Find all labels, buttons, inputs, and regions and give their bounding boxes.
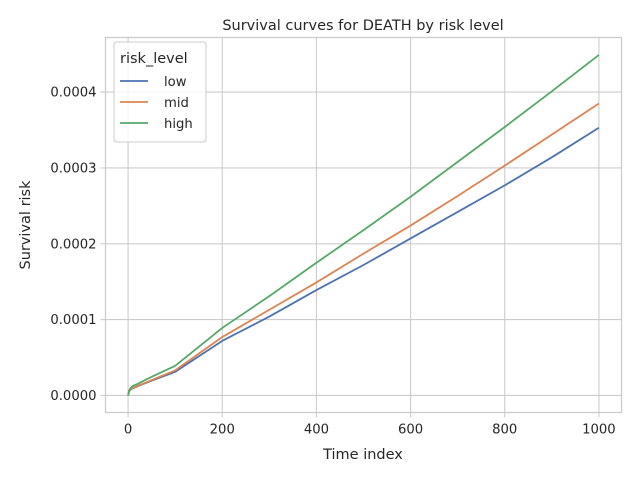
- x-tick-label: 800: [492, 423, 517, 438]
- x-tick-label: 1000: [582, 423, 616, 438]
- y-tick-label: 0.0001: [50, 313, 96, 328]
- legend-label-mid: mid: [164, 96, 189, 111]
- legend-title: risk_level: [120, 51, 188, 67]
- legend-label-high: high: [164, 117, 193, 132]
- legend-label-low: low: [164, 75, 187, 90]
- y-tick-label: 0.0000: [50, 389, 96, 404]
- x-axis-label: Time index: [322, 447, 403, 463]
- legend-box: [113, 41, 207, 143]
- y-axis-label: Survival risk: [18, 180, 34, 270]
- y-tick-label: 0.0002: [50, 237, 96, 252]
- series-line-high: [127, 54, 600, 396]
- legend-entries: low mid high: [120, 75, 193, 132]
- ticks: 0 200 400 600 800 1000 0.0000 0.0001 0.0002 0.000…: [50, 86, 615, 438]
- y-tick-label: 0.0004: [50, 86, 96, 101]
- chart-title: Survival curves for DEATH by risk level: [222, 18, 503, 34]
- x-tick-label: 0: [124, 423, 132, 438]
- x-tick-label: 600: [398, 423, 423, 438]
- plot-frame: [104, 36, 623, 414]
- legend: risk_level low mid high: [113, 41, 207, 143]
- x-tick-label: 200: [210, 423, 235, 438]
- series-line-mid: [127, 102, 600, 396]
- y-tick-label: 0.0003: [50, 161, 96, 176]
- series-lines: [127, 54, 600, 396]
- x-tick-label: 400: [304, 423, 329, 438]
